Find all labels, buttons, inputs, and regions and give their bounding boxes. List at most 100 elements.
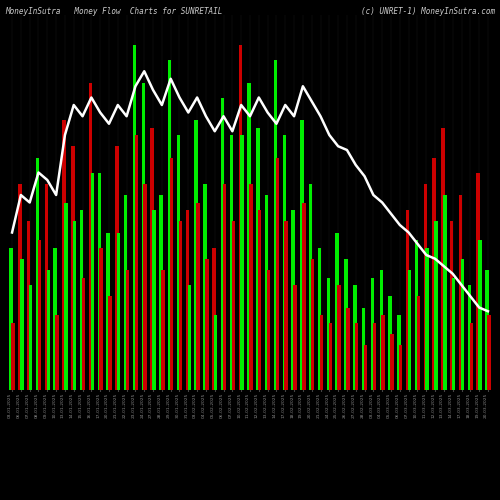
Bar — [38, 240, 41, 390]
Bar — [276, 158, 279, 390]
Bar — [434, 221, 438, 390]
Bar — [232, 221, 235, 390]
Bar — [460, 259, 464, 390]
Bar — [142, 82, 145, 390]
Bar — [294, 285, 296, 390]
Bar — [205, 259, 208, 390]
Bar — [382, 315, 385, 390]
Bar — [108, 296, 112, 390]
Bar — [56, 315, 59, 390]
Bar — [126, 270, 130, 390]
Bar — [168, 60, 172, 390]
Bar — [230, 135, 233, 390]
Bar — [18, 184, 22, 390]
Bar — [238, 45, 242, 390]
Bar — [115, 146, 118, 390]
Bar — [265, 195, 268, 390]
Bar — [415, 240, 418, 390]
Bar — [353, 285, 356, 390]
Bar — [302, 202, 306, 390]
Bar — [399, 345, 402, 390]
Bar — [98, 172, 101, 390]
Bar — [426, 248, 429, 390]
Bar — [441, 128, 444, 390]
Bar — [380, 270, 383, 390]
Bar — [320, 315, 323, 390]
Bar — [408, 270, 412, 390]
Bar — [221, 98, 224, 390]
Bar — [80, 210, 84, 390]
Text: MoneyInSutra   Money Flow  Charts for SUNRETAIL: MoneyInSutra Money Flow Charts for SUNRE… — [5, 8, 222, 16]
Bar — [258, 210, 262, 390]
Bar — [46, 270, 50, 390]
Bar — [177, 135, 180, 390]
Bar — [311, 259, 314, 390]
Bar — [326, 278, 330, 390]
Bar — [416, 296, 420, 390]
Bar — [432, 158, 436, 390]
Bar — [100, 248, 103, 390]
Bar — [459, 195, 462, 390]
Bar — [309, 184, 312, 390]
Bar — [71, 146, 74, 390]
Bar — [336, 232, 339, 390]
Bar — [443, 195, 446, 390]
Bar — [284, 221, 288, 390]
Bar — [249, 184, 252, 390]
Bar — [62, 120, 66, 390]
Bar — [362, 308, 366, 390]
Bar — [292, 210, 295, 390]
Bar — [328, 322, 332, 390]
Bar — [64, 202, 68, 390]
Bar — [282, 135, 286, 390]
Bar — [248, 82, 251, 390]
Bar — [487, 315, 490, 390]
Text: (c) UNRET-1) MoneyInSutra.com: (c) UNRET-1) MoneyInSutra.com — [361, 8, 495, 16]
Bar — [388, 296, 392, 390]
Bar — [450, 221, 454, 390]
Bar — [144, 184, 147, 390]
Bar — [54, 248, 57, 390]
Bar — [406, 210, 409, 390]
Bar — [27, 221, 30, 390]
Bar — [161, 270, 164, 390]
Bar — [397, 315, 400, 390]
Bar — [196, 202, 200, 390]
Bar — [372, 322, 376, 390]
Bar — [318, 248, 322, 390]
Bar — [73, 221, 76, 390]
Bar — [452, 278, 456, 390]
Bar — [133, 45, 136, 390]
Bar — [10, 248, 13, 390]
Bar — [36, 158, 40, 390]
Bar — [267, 270, 270, 390]
Bar — [256, 128, 260, 390]
Bar — [188, 285, 191, 390]
Bar — [390, 334, 394, 390]
Bar — [194, 120, 198, 390]
Bar — [274, 60, 277, 390]
Bar — [186, 210, 189, 390]
Bar — [424, 184, 427, 390]
Bar — [486, 270, 488, 390]
Bar — [470, 322, 473, 390]
Bar — [90, 172, 94, 390]
Bar — [364, 345, 367, 390]
Bar — [44, 184, 48, 390]
Bar — [29, 285, 32, 390]
Bar — [478, 240, 482, 390]
Bar — [204, 184, 206, 390]
Bar — [12, 322, 14, 390]
Bar — [212, 248, 216, 390]
Bar — [344, 259, 348, 390]
Bar — [150, 128, 154, 390]
Bar — [346, 308, 350, 390]
Bar — [370, 278, 374, 390]
Bar — [178, 221, 182, 390]
Bar — [124, 195, 128, 390]
Bar — [338, 285, 341, 390]
Bar — [468, 285, 471, 390]
Bar — [117, 232, 120, 390]
Bar — [88, 82, 92, 390]
Bar — [476, 172, 480, 390]
